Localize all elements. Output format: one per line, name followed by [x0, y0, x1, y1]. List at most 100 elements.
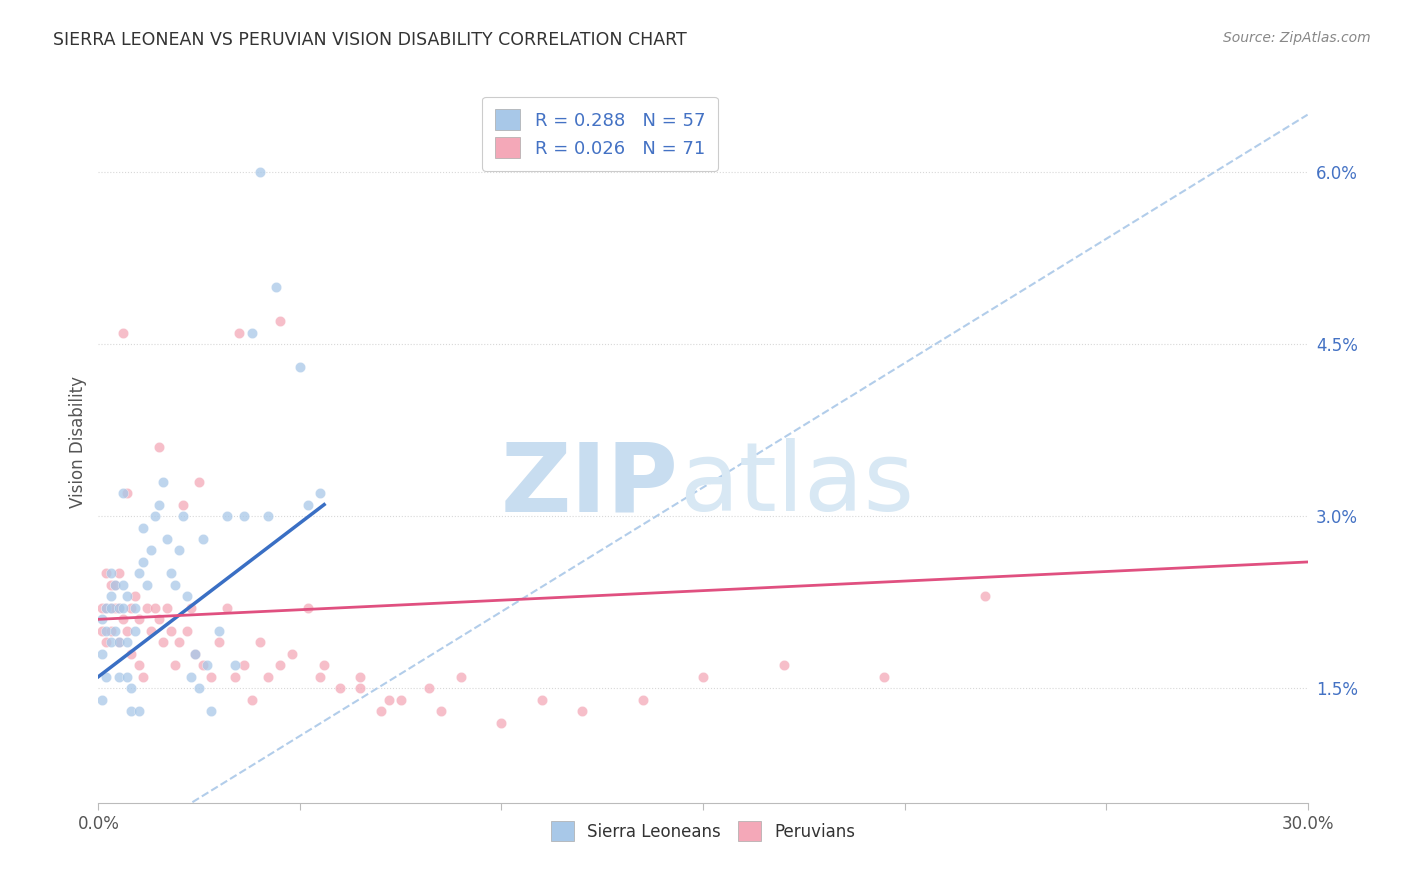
Point	[571, 704, 593, 718]
Point	[167, 635, 190, 649]
Point	[217, 509, 239, 524]
Point	[188, 475, 211, 489]
Point	[297, 600, 319, 615]
Point	[288, 359, 311, 374]
Point	[349, 681, 371, 695]
Point	[297, 498, 319, 512]
Point	[208, 624, 231, 638]
Point	[224, 658, 246, 673]
Point	[167, 543, 190, 558]
Point	[120, 704, 142, 718]
Point	[269, 314, 291, 328]
Point	[208, 635, 231, 649]
Point	[152, 475, 174, 489]
Point	[193, 532, 215, 546]
Point	[974, 590, 997, 604]
Point	[91, 647, 114, 661]
Point	[184, 647, 207, 661]
Point	[491, 715, 513, 730]
Point	[200, 704, 222, 718]
Point	[107, 600, 129, 615]
Point	[132, 555, 155, 569]
Point	[450, 670, 472, 684]
Point	[430, 704, 453, 718]
Point	[143, 600, 166, 615]
Point	[240, 692, 263, 706]
Point	[111, 612, 134, 626]
Point	[256, 509, 278, 524]
Point	[309, 486, 332, 500]
Point	[91, 600, 114, 615]
Point	[156, 600, 179, 615]
Point	[772, 658, 794, 673]
Point	[249, 165, 271, 179]
Point	[128, 612, 150, 626]
Point	[143, 509, 166, 524]
Point	[195, 658, 218, 673]
Point	[111, 600, 134, 615]
Point	[389, 692, 412, 706]
Point	[115, 624, 138, 638]
Point	[148, 612, 170, 626]
Text: atlas: atlas	[679, 438, 914, 532]
Point	[152, 635, 174, 649]
Text: SIERRA LEONEAN VS PERUVIAN VISION DISABILITY CORRELATION CHART: SIERRA LEONEAN VS PERUVIAN VISION DISABI…	[53, 31, 688, 49]
Point	[115, 670, 138, 684]
Point	[249, 635, 271, 649]
Point	[176, 624, 198, 638]
Point	[128, 658, 150, 673]
Point	[124, 600, 146, 615]
Point	[180, 670, 202, 684]
Point	[100, 624, 122, 638]
Point	[309, 670, 332, 684]
Point	[631, 692, 654, 706]
Point	[160, 566, 183, 581]
Point	[103, 578, 125, 592]
Point	[135, 600, 157, 615]
Point	[100, 566, 122, 581]
Point	[111, 326, 134, 340]
Point	[264, 279, 287, 293]
Point	[120, 647, 142, 661]
Point	[135, 578, 157, 592]
Point	[100, 600, 122, 615]
Point	[100, 590, 122, 604]
Point	[377, 692, 399, 706]
Point	[163, 578, 186, 592]
Point	[120, 600, 142, 615]
Text: Source: ZipAtlas.com: Source: ZipAtlas.com	[1223, 31, 1371, 45]
Point	[96, 600, 118, 615]
Point	[139, 624, 162, 638]
Point	[156, 532, 179, 546]
Point	[160, 624, 183, 638]
Point	[100, 635, 122, 649]
Point	[692, 670, 714, 684]
Point	[128, 566, 150, 581]
Point	[418, 681, 440, 695]
Point	[240, 326, 263, 340]
Point	[148, 440, 170, 454]
Point	[224, 670, 246, 684]
Point	[188, 681, 211, 695]
Point	[100, 600, 122, 615]
Point	[96, 566, 118, 581]
Point	[100, 578, 122, 592]
Point	[124, 590, 146, 604]
Point	[172, 509, 194, 524]
Point	[269, 658, 291, 673]
Point	[180, 600, 202, 615]
Point	[132, 670, 155, 684]
Point	[281, 647, 304, 661]
Point	[184, 647, 207, 661]
Point	[349, 670, 371, 684]
Point	[107, 670, 129, 684]
Point	[176, 590, 198, 604]
Point	[314, 658, 336, 673]
Point	[873, 670, 896, 684]
Point	[91, 612, 114, 626]
Point	[96, 624, 118, 638]
Point	[96, 670, 118, 684]
Point	[329, 681, 352, 695]
Point	[148, 498, 170, 512]
Point	[96, 600, 118, 615]
